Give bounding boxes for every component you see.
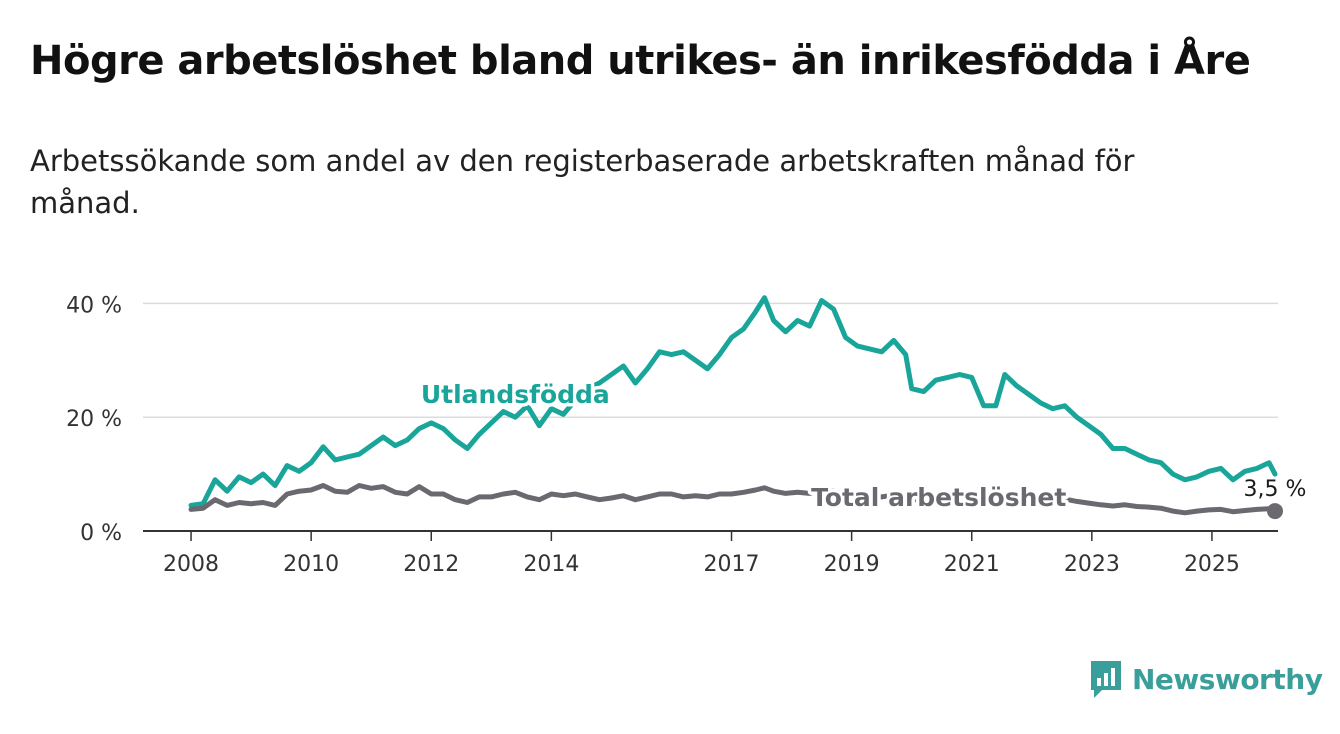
chart-subtitle: Arbetssökande som andel av den registerb… [30,144,1135,220]
series-line-total [188,483,1278,516]
x-tick-label: 2017 [704,552,760,577]
x-tick-label: 2010 [283,552,339,577]
end-point-marker [1266,503,1283,520]
series-line-utlandsfodda [188,295,1278,508]
newsworthy-logo-icon [1091,661,1121,698]
x-tick-label: 2008 [163,552,219,577]
y-tick-label: 0 % [80,521,122,546]
x-tick-label: 2023 [1064,552,1120,577]
brand[interactable]: Newsworthy [1088,658,1323,700]
x-tick-label: 2012 [403,552,459,577]
series-label-total: Total arbetslöshet [811,483,1066,512]
brand-name: Newsworthy [1132,662,1323,696]
y-tick-label: 40 % [66,293,122,318]
chart-title: Högre arbetslöshet bland utrikes- än inr… [30,38,1251,84]
x-tick-label: 2025 [1184,552,1240,577]
end-value-label: 3,5 % [1244,477,1307,502]
x-tick-label: 2019 [824,552,880,577]
x-tick-label: 2021 [944,552,1000,577]
y-tick-label: 20 % [66,407,122,432]
x-tick-label: 2014 [523,552,579,577]
series-label-utlandsfodda: Utlandsfödda [421,380,610,409]
